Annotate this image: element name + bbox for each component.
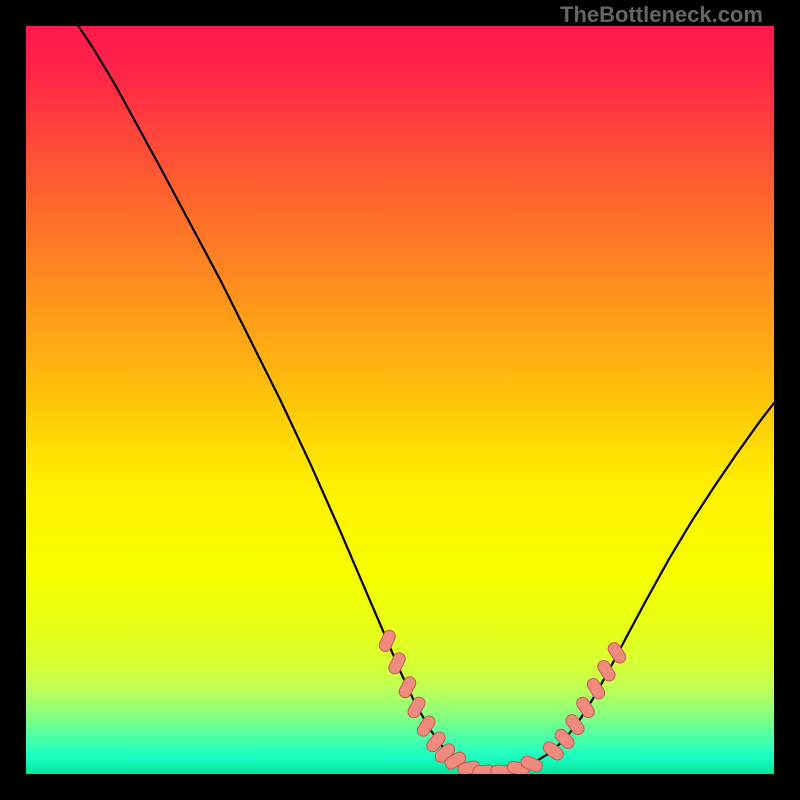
chart-svg [26,26,774,774]
watermark-text: TheBottleneck.com [560,2,763,28]
plot-area [26,26,774,774]
